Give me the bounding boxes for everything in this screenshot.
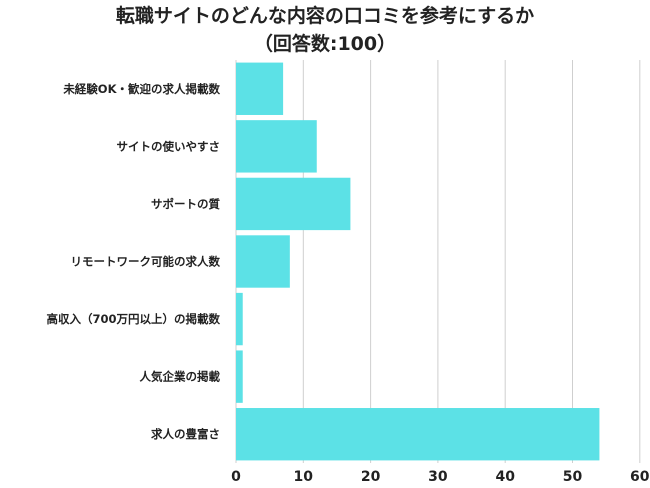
x-tick-label: 10 (294, 469, 314, 485)
category-label: リモートワーク可能の求人数 (71, 255, 221, 269)
category-label: 高収入（700万円以上）の掲載数 (46, 312, 220, 326)
bars (236, 62, 600, 461)
bar (236, 235, 290, 288)
bar (236, 120, 317, 173)
bar (236, 350, 243, 403)
bar (236, 408, 600, 461)
bar (236, 292, 243, 346)
x-tick-label: 0 (231, 469, 241, 485)
category-label: 未経験OK・歓迎の求人掲載数 (62, 82, 220, 96)
category-label: サイトの使いやすさ (117, 139, 221, 153)
x-tick-label: 40 (495, 469, 515, 485)
x-tick-label: 60 (630, 469, 650, 485)
x-tick-label: 20 (361, 469, 381, 485)
x-tick-label: 30 (428, 469, 448, 485)
category-label: サポートの質 (151, 197, 220, 211)
category-label: 求人の豊富さ (151, 427, 220, 441)
x-tick-label: 50 (563, 469, 583, 485)
bar (236, 62, 284, 115)
x-tick-labels: 0 10 20 30 40 50 60 (231, 469, 650, 485)
category-label: 人気企業の掲載 (140, 370, 221, 384)
bar (236, 177, 351, 231)
chart-subtitle: （回答数:100） (253, 33, 397, 55)
chart-title: 転職サイトのどんな内容の口コミを参考にするか (115, 5, 535, 27)
category-labels: 未経験OK・歓迎の求人掲載数サイトの使いやすさサポートの質リモートワーク可能の求… (46, 82, 220, 441)
